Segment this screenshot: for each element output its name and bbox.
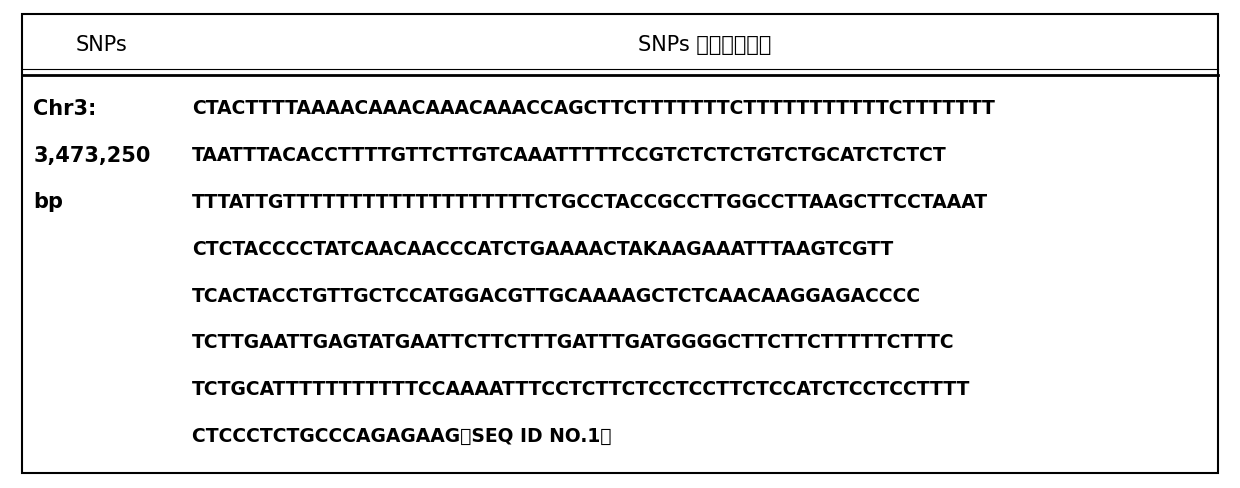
Text: Chr3:: Chr3: (33, 99, 97, 119)
Text: 3,473,250: 3,473,250 (33, 145, 151, 165)
Text: TAATTTACACCTTTTGTTCTTGTCAAATTTTTCCGTCTCTCTGTCTGCATCTCTCT: TAATTTACACCTTTTGTTCTTGTCAAATTTTTCCGTCTCT… (192, 146, 947, 165)
Text: SNPs: SNPs (76, 35, 128, 55)
Text: CTACTTTTAAAACAAACAAACAAACCAGCTTCTTTTTTTCTTTTTTTTTTTCTTTTTTT: CTACTTTTAAAACAAACAAACAAACCAGCTTCTTTTTTTC… (192, 99, 994, 118)
Text: TCACTACCTGTTGCTCCATGGACGTTGCAAAAGCTCTCAACAAGGAGACCCC: TCACTACCTGTTGCTCCATGGACGTTGCAAAAGCTCTCAA… (192, 286, 921, 305)
Text: TCTTGAATTGAGTATGAATTCTTCTTTGATTTGATGGGGCTTCTTCTTTTTCTTTC: TCTTGAATTGAGTATGAATTCTTCTTTGATTTGATGGGGC… (192, 333, 955, 352)
Text: TCTGCATTTTTTTTTTTCCAAAATTTCCTCTTCTCCTCCTTCTCCATCTCCTCCTTTT: TCTGCATTTTTTTTTTTCCAAAATTTCCTCTTCTCCTCCT… (192, 379, 971, 398)
Text: TTTATTGTTTTTTTTTTTTTTTTTTTCTGCCTACCGCCTTGGCCTTAAGCTTCCTAAAT: TTTATTGTTTTTTTTTTTTTTTTTTTCTGCCTACCGCCTT… (192, 192, 988, 211)
Text: CTCTACCCCTATCAACAACCCATCTGAAAACTAKAAGAAATTTAAGTCGTT: CTCTACCCCTATCAACAACCCATCTGAAAACTAKAAGAAA… (192, 239, 894, 258)
Text: CTCCCTCTGCCCAGAGAAG（SEQ ID NO.1）: CTCCCTCTGCCCAGAGAAG（SEQ ID NO.1） (192, 426, 611, 445)
Text: SNPs 旁侧序列信息: SNPs 旁侧序列信息 (639, 35, 771, 55)
Text: bp: bp (33, 192, 63, 212)
